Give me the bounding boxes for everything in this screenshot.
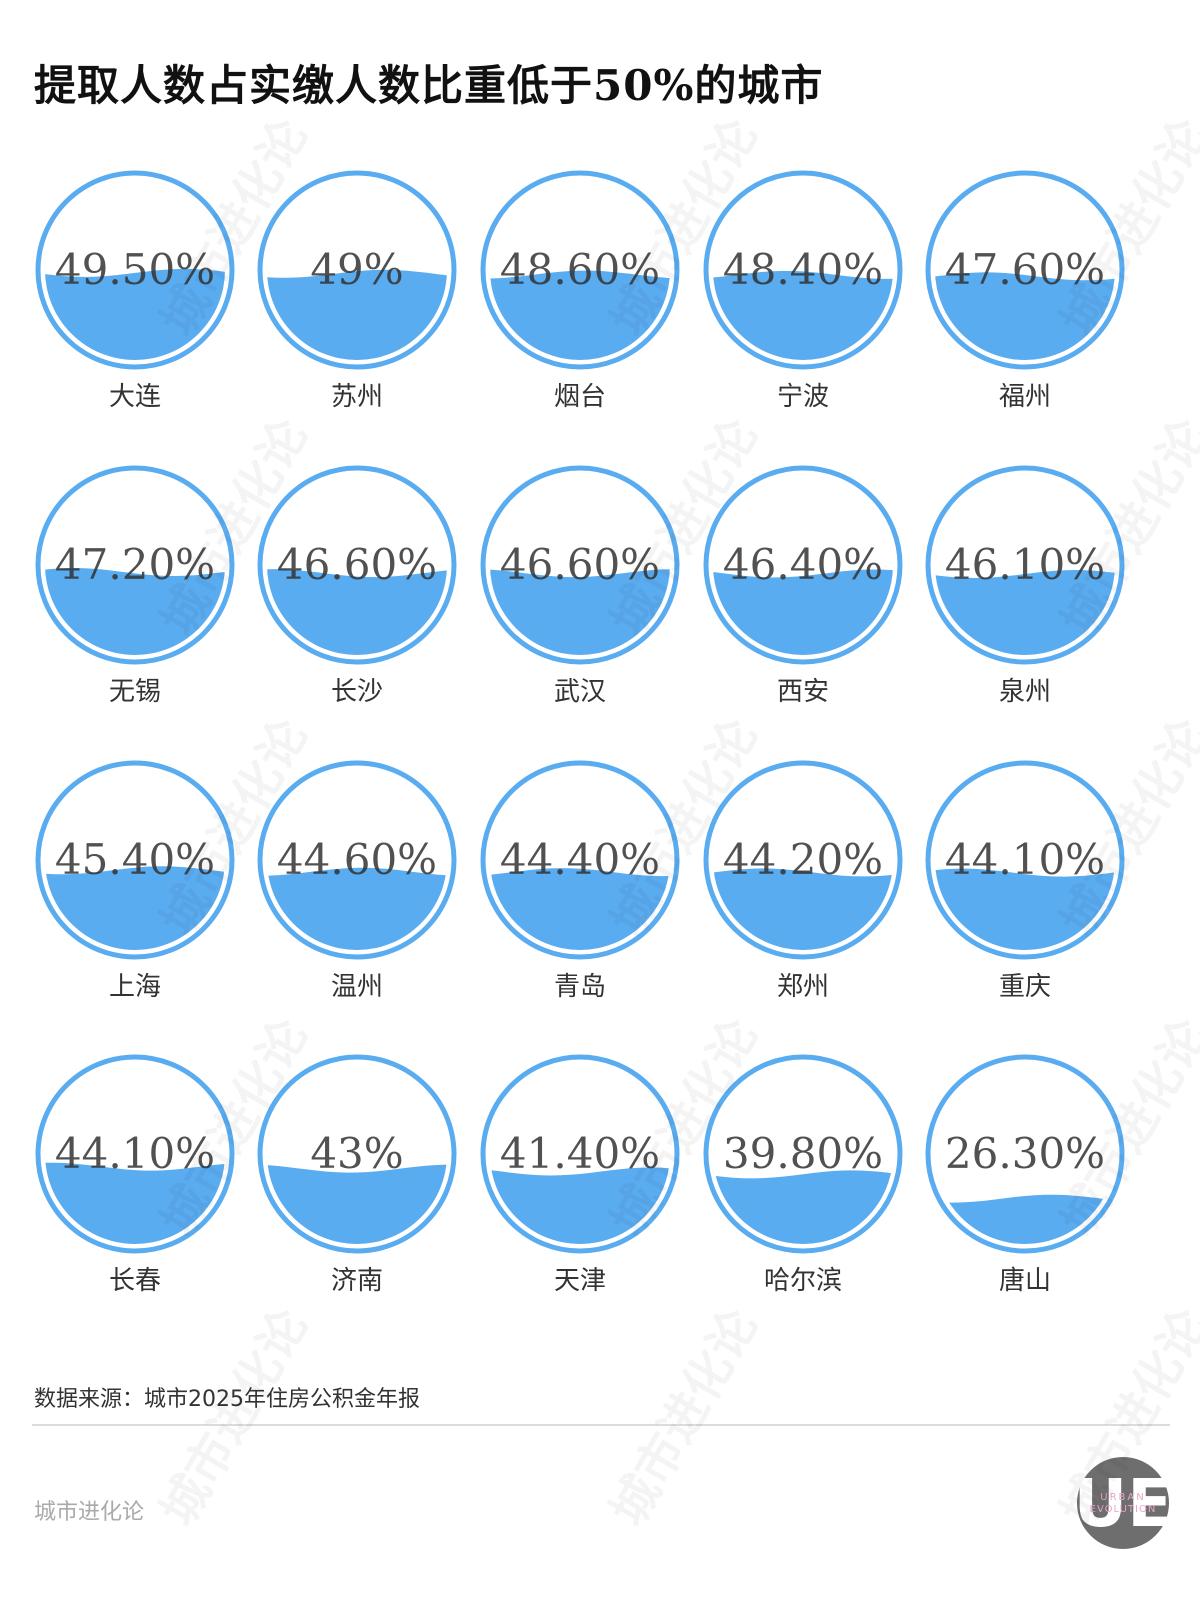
liquid-gauge: 49.50%	[35, 170, 235, 370]
gauge-value: 49.50%	[55, 245, 215, 294]
city-label: 福州	[998, 382, 1051, 412]
city-label: 天津	[553, 1266, 606, 1296]
gauge-cell: 48.40% 宁波	[698, 170, 908, 430]
gauge-cell: 46.60% 武汉	[475, 465, 685, 725]
watermark: 城市进化论	[140, 1294, 321, 1537]
gauge-value: 39.80%	[723, 1129, 883, 1178]
liquid-gauge: 46.40%	[703, 465, 903, 665]
gauge-cell: 49.50% 大连	[30, 170, 240, 430]
page-title: 提取人数占实缴人数比重低于50%的城市	[34, 61, 824, 110]
gauge-cell: 46.40% 西安	[698, 465, 908, 725]
liquid-gauge: 26.30%	[925, 1054, 1125, 1254]
gauge-value: 46.60%	[500, 540, 660, 589]
gauge-cell: 44.10% 长春	[30, 1054, 240, 1314]
gauge-cell: 44.40% 青岛	[475, 760, 685, 1020]
divider	[32, 1424, 1170, 1426]
gauge-value: 48.60%	[500, 245, 660, 294]
gauge-cell: 41.40% 天津	[475, 1054, 685, 1314]
gauge-cell: 47.20% 无锡	[30, 465, 240, 725]
liquid-gauge: 46.10%	[925, 465, 1125, 665]
gauge-cell: 47.60% 福州	[920, 170, 1130, 430]
liquid-gauge: 49%	[257, 170, 457, 370]
gauge-value: 44.40%	[500, 835, 660, 884]
gauge-value: 44.10%	[55, 1129, 215, 1178]
liquid-gauge: 47.20%	[35, 465, 235, 665]
gauge-cell: 43% 济南	[252, 1054, 462, 1314]
svg-text:UE: UE	[1076, 1465, 1170, 1542]
liquid-gauge: 45.40%	[35, 760, 235, 960]
gauge-value: 46.60%	[277, 540, 437, 589]
svg-text:EVOLUTION: EVOLUTION	[1090, 1504, 1157, 1515]
city-label: 郑州	[776, 972, 829, 1002]
liquid-gauge: 43%	[257, 1054, 457, 1254]
gauge-value: 45.40%	[55, 835, 215, 884]
liquid-gauge: 41.40%	[480, 1054, 680, 1254]
gauge-value: 46.40%	[723, 540, 883, 589]
data-source: 数据来源：城市2025年住房公积金年报	[34, 1387, 420, 1412]
liquid-gauge: 46.60%	[480, 465, 680, 665]
gauge-cell: 46.10% 泉州	[920, 465, 1130, 725]
city-label: 宁波	[776, 382, 829, 412]
city-label: 长沙	[330, 677, 383, 707]
gauge-value: 46.10%	[945, 540, 1105, 589]
city-label: 武汉	[553, 677, 606, 707]
city-label: 上海	[108, 972, 161, 1002]
city-label: 青岛	[553, 972, 606, 1002]
gauge-value: 49%	[310, 245, 403, 294]
city-label: 长春	[108, 1266, 161, 1296]
gauge-cell: 39.80% 哈尔滨	[698, 1054, 908, 1314]
gauge-cell: 49% 苏州	[252, 170, 462, 430]
gauge-value: 47.60%	[945, 245, 1105, 294]
liquid-gauge: 39.80%	[703, 1054, 903, 1254]
city-label: 烟台	[553, 382, 606, 412]
watermark: 城市进化论	[590, 1294, 771, 1537]
gauge-cell: 45.40% 上海	[30, 760, 240, 1020]
city-label: 西安	[776, 677, 829, 707]
gauge-cell: 48.60% 烟台	[475, 170, 685, 430]
gauge-value: 44.10%	[945, 835, 1105, 884]
gauge-value: 44.20%	[723, 835, 883, 884]
city-label: 温州	[330, 972, 383, 1002]
gauge-value: 47.20%	[55, 540, 215, 589]
gauge-cell: 44.10% 重庆	[920, 760, 1130, 1020]
liquid-gauge: 46.60%	[257, 465, 457, 665]
gauge-cell: 44.60% 温州	[252, 760, 462, 1020]
liquid-gauge: 44.20%	[703, 760, 903, 960]
ue-logo-icon: UE URBAN EVOLUTION	[1076, 1457, 1170, 1549]
gauge-value: 44.60%	[277, 835, 437, 884]
liquid-gauge: 44.10%	[925, 760, 1125, 960]
city-label: 无锡	[108, 677, 161, 707]
gauge-value: 41.40%	[500, 1129, 660, 1178]
liquid-gauge: 48.60%	[480, 170, 680, 370]
gauge-value: 43%	[310, 1129, 403, 1178]
city-label: 泉州	[998, 677, 1051, 707]
gauge-cell: 26.30% 唐山	[920, 1054, 1130, 1314]
liquid-gauge: 48.40%	[703, 170, 903, 370]
gauge-value: 26.30%	[945, 1129, 1105, 1178]
city-label: 唐山	[998, 1266, 1051, 1296]
liquid-gauge: 47.60%	[925, 170, 1125, 370]
gauge-value: 48.40%	[723, 245, 883, 294]
city-label: 济南	[330, 1266, 383, 1296]
gauge-cell: 44.20% 郑州	[698, 760, 908, 1020]
gauge-cell: 46.60% 长沙	[252, 465, 462, 725]
liquid-gauge: 44.60%	[257, 760, 457, 960]
brand-name: 城市进化论	[34, 1500, 145, 1525]
svg-text:URBAN: URBAN	[1100, 1492, 1145, 1503]
liquid-gauge: 44.40%	[480, 760, 680, 960]
city-label: 苏州	[330, 382, 383, 412]
liquid-gauge: 44.10%	[35, 1054, 235, 1254]
city-label: 大连	[108, 382, 161, 412]
city-label: 重庆	[998, 972, 1051, 1002]
city-label: 哈尔滨	[763, 1266, 842, 1296]
